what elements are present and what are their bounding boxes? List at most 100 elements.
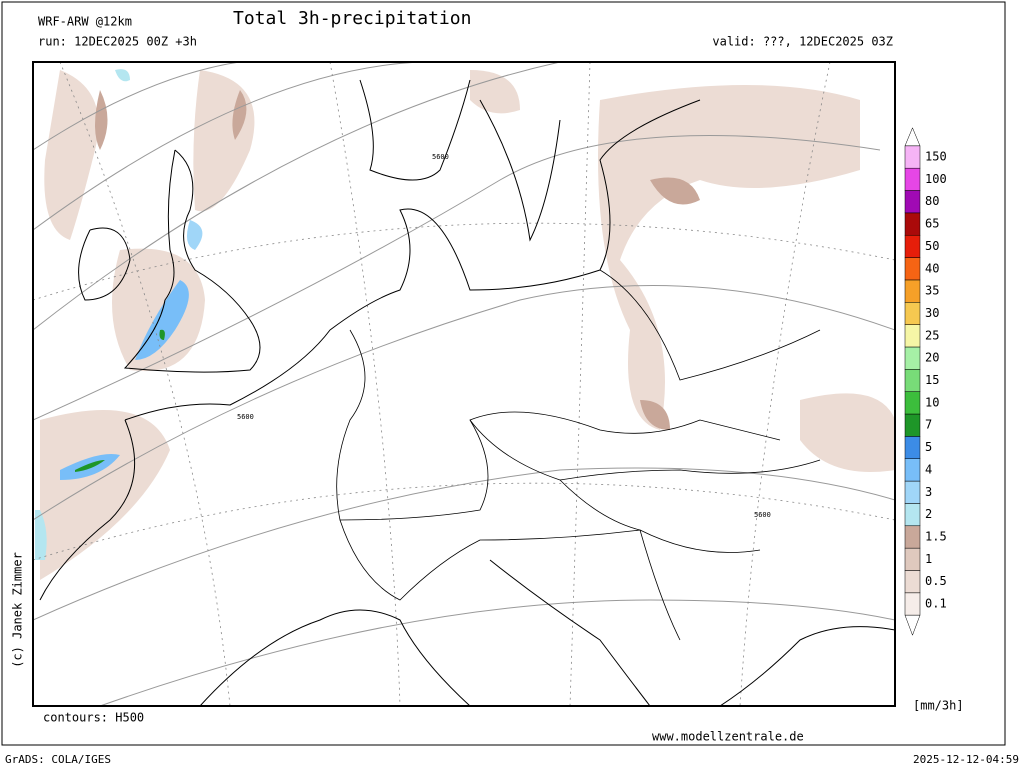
legend-label: 1 — [925, 552, 932, 566]
contour-label: 5600 — [432, 153, 449, 161]
map-frame — [32, 61, 896, 707]
legend-swatch — [904, 547, 921, 571]
precip-area — [135, 280, 189, 360]
run-label: run: 12DEC2025 00Z +3h — [38, 35, 197, 49]
legend-arrow — [904, 614, 921, 636]
legend-swatch — [904, 234, 921, 258]
coastline — [123, 149, 261, 373]
precip-area — [650, 177, 700, 205]
website: www.modellzentrale.de — [652, 730, 804, 744]
contour-line — [33, 284, 895, 521]
graticule-line — [59, 62, 231, 706]
legend-label: 100 — [925, 172, 947, 186]
border — [469, 419, 821, 481]
contour-line — [33, 62, 421, 231]
legend-label: 50 — [925, 239, 939, 253]
precip-area — [115, 69, 130, 82]
contour-line — [33, 62, 330, 151]
legend-label: 40 — [925, 261, 939, 275]
copyright: (c) Janek Zimmer — [11, 552, 25, 668]
coastlines — [39, 79, 895, 706]
legend-swatch — [904, 480, 921, 504]
legend-label: 4 — [925, 462, 932, 476]
graticule-line — [569, 62, 591, 706]
coastline — [479, 99, 561, 242]
contour-line — [33, 467, 895, 621]
coastline — [78, 227, 131, 301]
precip-area — [112, 248, 205, 372]
precip-area — [75, 460, 105, 472]
precip-heavy — [35, 69, 203, 560]
contour-label: 5600 — [237, 413, 254, 421]
legend-swatch — [904, 279, 921, 303]
model-label: WRF-ARW @12km — [38, 15, 132, 29]
legend-label: 0.5 — [925, 574, 947, 588]
legend-label: 15 — [925, 373, 939, 387]
legend-swatch — [904, 190, 921, 214]
graticule — [33, 62, 895, 706]
border — [336, 329, 781, 521]
precip-area — [598, 85, 860, 430]
legend-label: 30 — [925, 306, 939, 320]
map: 5600 5600 5600 — [32, 61, 896, 707]
contour-line — [33, 62, 561, 331]
precip-area — [35, 510, 47, 560]
legend-swatch — [904, 570, 921, 594]
legend-label: 10 — [925, 395, 939, 409]
legend-unit: [mm/3h] — [913, 699, 964, 713]
title: Total 3h-precipitation — [233, 8, 471, 29]
precip-area — [40, 410, 170, 580]
precip-area — [159, 329, 165, 340]
contour-label: 5600 — [754, 511, 771, 519]
precip-area — [232, 90, 247, 140]
legend-swatch — [904, 503, 921, 527]
legend-swatch — [904, 592, 921, 616]
borders — [336, 269, 821, 641]
border — [599, 269, 821, 381]
contour-line — [33, 134, 881, 421]
coastline — [359, 79, 471, 181]
legend-swatch — [904, 413, 921, 437]
legend-swatch — [904, 324, 921, 348]
legend-label: 150 — [925, 150, 947, 164]
legend-label: 3 — [925, 485, 932, 499]
legend-label: 20 — [925, 351, 939, 365]
contours-note: contours: H500 — [43, 711, 144, 725]
precip-area — [186, 220, 203, 250]
software: GrADS: COLA/IGES — [5, 753, 111, 766]
contour-line — [99, 599, 895, 706]
legend-label: 25 — [925, 328, 939, 342]
legend: 0.1 0.5 1 1.5 2 3 4 5 7 10 15 20 25 30 35 40 50 65 80 100 15… — [904, 127, 947, 636]
precip-area — [95, 90, 108, 150]
coastline — [39, 419, 136, 601]
legend-label: 7 — [925, 418, 932, 432]
legend-label: 35 — [925, 284, 939, 298]
precip-area — [44, 70, 99, 240]
valid-label: valid: ???, 12DEC2025 03Z — [712, 35, 893, 49]
legend-swatch — [904, 525, 921, 549]
legend-swatch — [904, 257, 921, 281]
border — [559, 479, 681, 641]
precip-area — [470, 70, 520, 114]
coastline — [719, 626, 895, 706]
legend-swatch — [904, 369, 921, 392]
coastline — [489, 559, 651, 706]
precip-area — [640, 400, 670, 430]
coastline — [199, 609, 471, 706]
timestamp: 2025-12-12-04:59 — [913, 753, 1019, 766]
legend-swatch — [904, 212, 921, 236]
legend-swatch — [904, 145, 921, 169]
precip-area — [800, 393, 895, 472]
legend-swatch — [904, 302, 921, 325]
legend-label: 5 — [925, 440, 932, 454]
legend-arrow — [904, 127, 921, 147]
legend-label: 65 — [925, 217, 939, 231]
legend-swatch — [904, 436, 921, 459]
precip-moderate — [95, 90, 700, 430]
legend-label: 2 — [925, 507, 932, 521]
legend-swatch — [904, 346, 921, 370]
legend-label: 80 — [925, 194, 939, 208]
legend-label: 1.5 — [925, 529, 947, 543]
legend-label: 0.1 — [925, 597, 947, 611]
